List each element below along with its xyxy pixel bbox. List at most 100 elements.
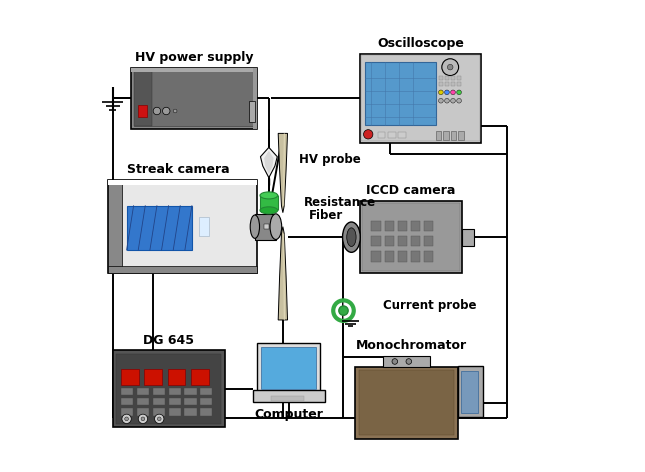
Bar — [137, 408, 149, 415]
Bar — [168, 369, 185, 385]
Circle shape — [138, 414, 148, 423]
Bar — [271, 396, 304, 401]
Bar — [424, 220, 433, 231]
Bar — [397, 252, 407, 261]
Circle shape — [457, 90, 461, 95]
Polygon shape — [261, 147, 277, 177]
Circle shape — [124, 417, 128, 421]
Text: Streak camera: Streak camera — [126, 163, 229, 176]
Bar — [372, 220, 381, 231]
Circle shape — [448, 64, 453, 70]
Circle shape — [155, 414, 164, 423]
Circle shape — [364, 130, 373, 139]
Bar — [397, 236, 407, 246]
Circle shape — [174, 109, 177, 113]
Bar — [366, 62, 436, 125]
Text: Computer: Computer — [254, 408, 323, 421]
Bar — [108, 180, 257, 185]
Bar — [451, 76, 455, 80]
Circle shape — [153, 107, 161, 115]
Ellipse shape — [260, 192, 278, 199]
Bar — [121, 388, 133, 395]
Bar — [134, 70, 255, 126]
Bar — [372, 252, 381, 261]
Bar — [253, 68, 257, 129]
Bar — [451, 131, 456, 140]
Text: Current probe: Current probe — [383, 298, 477, 312]
Circle shape — [444, 98, 450, 103]
Circle shape — [451, 98, 455, 103]
Bar — [168, 398, 181, 405]
Bar — [261, 347, 317, 389]
Bar — [132, 68, 257, 72]
Bar — [451, 82, 455, 86]
Bar — [153, 398, 165, 405]
Bar — [184, 408, 197, 415]
Bar — [388, 133, 396, 138]
Bar — [397, 220, 407, 231]
Bar — [260, 195, 278, 211]
Circle shape — [339, 306, 348, 315]
Text: Fiber: Fiber — [308, 209, 342, 221]
Bar — [201, 388, 212, 395]
Bar — [383, 356, 430, 367]
Bar — [168, 388, 181, 395]
Circle shape — [157, 417, 161, 421]
Bar — [126, 206, 192, 250]
Bar — [457, 82, 461, 86]
Bar — [121, 369, 139, 385]
Bar — [121, 408, 133, 415]
Bar — [249, 101, 255, 122]
Bar — [184, 398, 197, 405]
Ellipse shape — [347, 228, 356, 246]
Circle shape — [442, 59, 459, 76]
Bar — [191, 369, 209, 385]
Bar — [411, 236, 420, 246]
Text: Resistance: Resistance — [304, 196, 376, 210]
Bar — [360, 201, 462, 273]
Bar — [121, 398, 133, 405]
Bar — [138, 105, 146, 117]
Bar — [108, 180, 257, 273]
Bar — [439, 82, 443, 86]
Bar — [132, 68, 257, 129]
Bar — [398, 133, 406, 138]
Polygon shape — [278, 134, 288, 213]
Ellipse shape — [250, 215, 259, 238]
Polygon shape — [264, 151, 273, 174]
Bar — [168, 408, 181, 415]
Bar — [108, 180, 122, 273]
Bar — [424, 236, 433, 246]
Bar — [264, 224, 269, 229]
Circle shape — [451, 90, 455, 95]
Polygon shape — [278, 227, 288, 320]
Circle shape — [439, 90, 443, 95]
Text: Monochromator: Monochromator — [355, 338, 467, 352]
Bar — [439, 76, 443, 80]
Bar — [458, 131, 464, 140]
Bar — [362, 203, 460, 271]
Bar — [113, 350, 224, 427]
Bar — [361, 56, 480, 141]
Bar — [462, 229, 474, 245]
Circle shape — [141, 417, 144, 421]
Bar — [137, 398, 149, 405]
Circle shape — [444, 90, 450, 95]
Bar — [384, 220, 394, 231]
Bar — [108, 266, 257, 273]
Bar — [384, 236, 394, 246]
Bar — [199, 217, 209, 236]
Bar — [461, 371, 479, 413]
Bar — [458, 366, 483, 417]
Circle shape — [392, 359, 397, 364]
Bar — [253, 390, 325, 402]
Bar — [201, 408, 212, 415]
Bar — [411, 252, 420, 261]
Bar — [255, 214, 276, 240]
Ellipse shape — [270, 214, 282, 239]
Bar — [377, 133, 386, 138]
Text: DG 645: DG 645 — [143, 334, 194, 346]
Bar — [257, 343, 320, 392]
Circle shape — [406, 359, 412, 364]
Bar — [411, 220, 420, 231]
